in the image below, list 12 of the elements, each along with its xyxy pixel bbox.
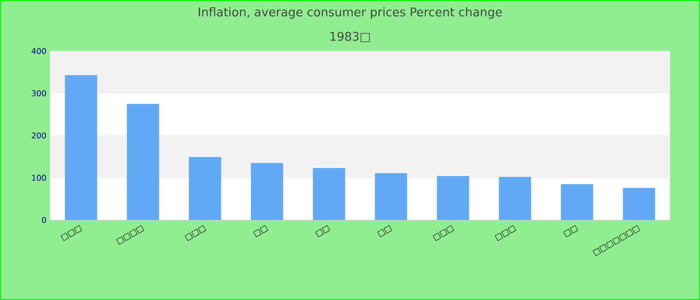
- bar: [436, 176, 470, 220]
- bar: [622, 188, 656, 220]
- bar: [374, 173, 408, 220]
- chart-subtitle: 1983□: [330, 32, 370, 42]
- chart-title: Inflation, average consumer prices Percent change: [198, 7, 502, 19]
- bar: [498, 176, 532, 220]
- bar: [250, 162, 284, 220]
- bar: [312, 168, 346, 220]
- bar: [560, 184, 594, 220]
- bar: [188, 157, 222, 220]
- bar: [126, 104, 160, 220]
- bar: [64, 75, 98, 220]
